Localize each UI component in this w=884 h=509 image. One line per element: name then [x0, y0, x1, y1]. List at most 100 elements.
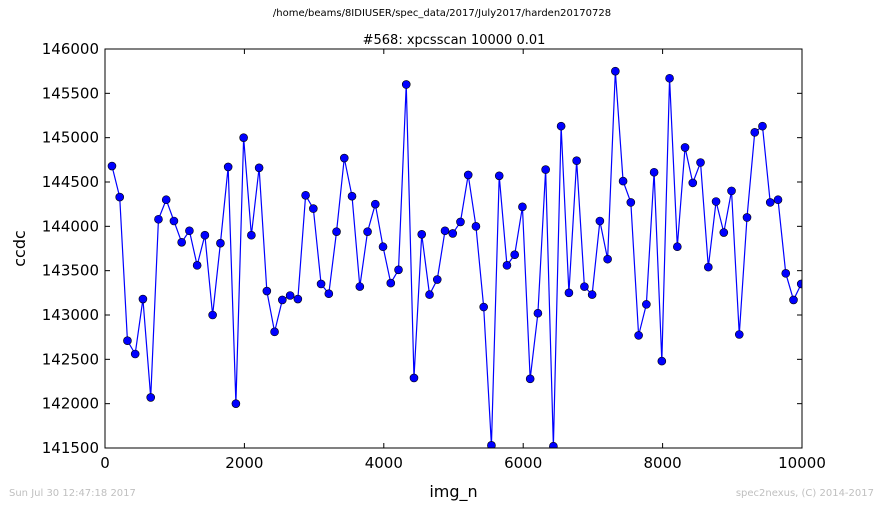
data-point: [556, 121, 566, 131]
data-point: [750, 128, 760, 137]
data-point: [409, 373, 419, 383]
data-point: [781, 269, 791, 278]
data-point: [154, 214, 163, 224]
data-point: [765, 198, 775, 207]
data-point: [533, 308, 543, 318]
data-point: [549, 441, 558, 448]
y-tick-label: 144000: [42, 217, 99, 235]
data-point: [370, 199, 380, 209]
data-point: [642, 300, 651, 309]
data-point: [417, 230, 427, 239]
data-point: [673, 242, 682, 252]
data-point: [347, 191, 357, 201]
data-point: [146, 393, 156, 402]
data-point: [704, 262, 713, 272]
x-tick-label: 4000: [365, 454, 403, 472]
data-point: [734, 330, 744, 339]
axis-ticks: 0 2000 4000 6000 8000 10000 141500 142000 142500…: [42, 40, 826, 472]
y-tick-label: 143000: [42, 306, 99, 324]
data-point: [580, 282, 589, 291]
data-point: [223, 162, 233, 172]
data-point: [231, 399, 241, 408]
data-point: [161, 195, 171, 205]
series-line: [111, 71, 802, 447]
x-tick-label: 2000: [225, 454, 263, 472]
y-tick-label: 143500: [42, 262, 99, 280]
data-point: [471, 222, 481, 231]
data-point: [239, 133, 248, 142]
data-point: [696, 158, 705, 167]
y-tick-label: 145500: [42, 84, 99, 102]
data-point: [603, 254, 612, 264]
x-axis-label: img_n: [429, 482, 477, 502]
data-point: [285, 291, 295, 300]
data-point: [789, 295, 798, 305]
y-tick-label: 146000: [42, 40, 99, 58]
data-point: [200, 230, 210, 240]
data-point: [665, 73, 674, 83]
x-tick-label: 0: [100, 454, 110, 472]
data-point: [185, 226, 194, 236]
data-point: [432, 275, 442, 284]
data-point: [525, 374, 535, 384]
data-point: [518, 202, 527, 212]
y-tick-label: 141500: [42, 439, 99, 457]
data-point: [502, 261, 512, 270]
chart-title: #568: xpcsscan 10000 0.01: [363, 33, 546, 48]
data-point: [463, 170, 473, 180]
data-point: [254, 163, 264, 173]
data-point: [448, 229, 458, 238]
data-point: [719, 228, 729, 237]
data-point: [626, 198, 636, 207]
data-point: [611, 66, 620, 76]
data-point: [293, 294, 303, 304]
data-point: [796, 279, 802, 289]
data-point: [123, 336, 132, 346]
data-point: [595, 216, 605, 226]
data-point: [378, 242, 388, 252]
data-point: [216, 238, 225, 248]
data-point: [316, 279, 326, 289]
data-point: [657, 356, 667, 366]
data-point: [773, 195, 783, 205]
plot-marks: [107, 66, 802, 448]
data-point: [487, 441, 496, 448]
data-point: [192, 261, 202, 270]
data-point: [510, 250, 520, 260]
data-point: [587, 290, 597, 299]
data-point: [270, 327, 279, 337]
data-point: [138, 294, 148, 304]
data-point: [680, 143, 690, 152]
data-point: [278, 295, 287, 305]
y-tick-label: 144500: [42, 173, 99, 191]
data-point: [456, 217, 465, 227]
data-point: [324, 289, 334, 299]
data-point: [339, 153, 349, 163]
data-point: [541, 165, 550, 174]
data-point: [394, 265, 403, 275]
x-tick-label: 10000: [778, 454, 826, 472]
data-point: [440, 226, 450, 236]
data-point: [115, 192, 125, 202]
data-point: [363, 227, 372, 236]
data-point: [711, 197, 721, 206]
data-point: [634, 331, 643, 340]
data-point: [301, 191, 310, 200]
data-point: [208, 310, 217, 320]
data-point: [494, 171, 504, 181]
plot-frame: [104, 48, 803, 449]
y-tick-label: 145000: [42, 129, 99, 147]
data-point: [130, 349, 140, 359]
y-axis-label: ccdc: [10, 230, 29, 267]
data-point: [425, 290, 434, 299]
data-point: [688, 178, 698, 188]
data-point: [649, 167, 659, 177]
data-point: [177, 237, 186, 247]
data-point: [169, 216, 179, 226]
y-tick-label: 142500: [42, 350, 99, 368]
data-point: [247, 230, 256, 240]
data-point: [355, 282, 365, 291]
data-point: [564, 288, 574, 298]
data-point: [618, 176, 628, 186]
